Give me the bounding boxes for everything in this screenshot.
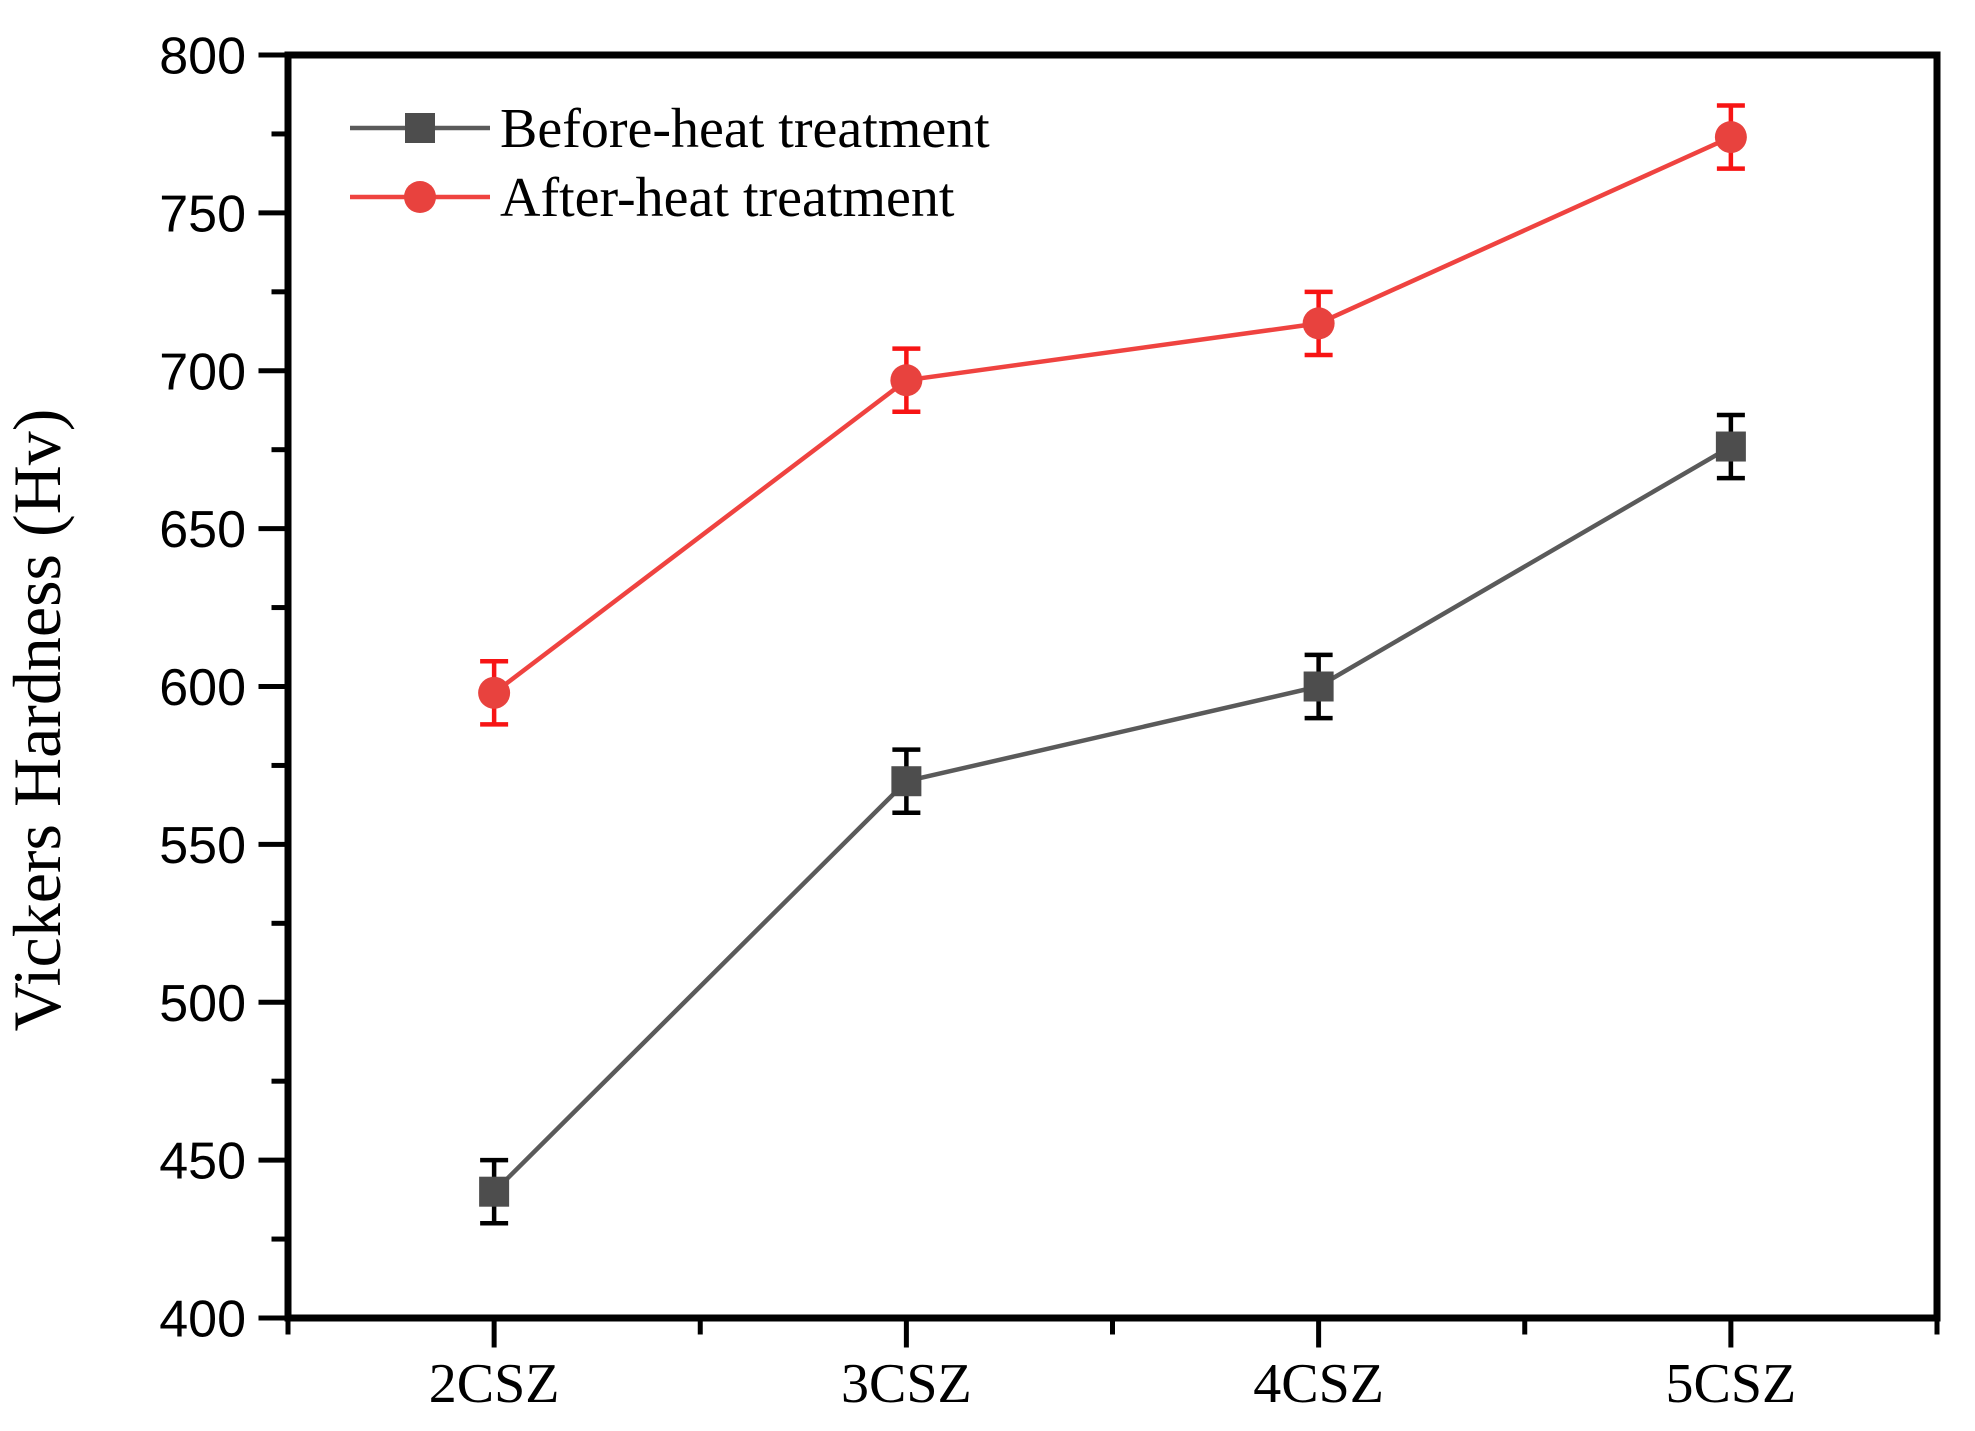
x-tick-label: 4CSZ <box>1253 1353 1384 1415</box>
y-axis-title: Vickers Hardness (Hv) <box>0 409 75 1032</box>
data-point-marker <box>891 766 922 797</box>
series-line <box>492 444 1733 1194</box>
legend-item-after: After-heat treatment <box>350 167 955 229</box>
plot-area: 400 450 500 550 600 650 700 750 800 2CSZ 3CSZ 4CSZ 5… <box>159 28 1941 1415</box>
x-axis-tick-labels: 2CSZ 3CSZ 4CSZ 5CSZ <box>429 1353 1796 1415</box>
series-markers <box>478 121 1747 709</box>
y-tick-label: 600 <box>159 659 246 717</box>
x-tick-label: 5CSZ <box>1666 1353 1797 1415</box>
legend-marker-square-icon <box>405 113 435 143</box>
y-tick-label: 400 <box>159 1291 246 1349</box>
y-tick-label: 650 <box>159 501 246 559</box>
legend-item-before: Before-heat treatment <box>350 98 990 160</box>
data-point-marker <box>1715 431 1746 462</box>
y-tick-label: 800 <box>159 28 246 86</box>
data-point-marker <box>1303 671 1334 702</box>
series-line <box>492 135 1732 695</box>
data-point-marker <box>479 1176 510 1207</box>
y-tick-label: 500 <box>159 975 246 1033</box>
data-point-marker <box>1302 307 1335 340</box>
series-before-heat-treatment <box>479 412 1746 1226</box>
y-tick-label: 750 <box>159 185 246 243</box>
x-axis-ticks <box>285 1321 1940 1348</box>
data-point-marker <box>890 364 923 397</box>
legend-label-after: After-heat treatment <box>500 167 955 229</box>
legend: Before-heat treatment After-heat treatme… <box>350 98 990 229</box>
x-tick-label: 2CSZ <box>429 1353 560 1415</box>
y-tick-label: 550 <box>159 817 246 875</box>
data-point-marker <box>1714 121 1747 154</box>
data-point-marker <box>478 676 511 709</box>
plot-border <box>284 51 1941 1322</box>
x-tick-label: 3CSZ <box>841 1353 972 1415</box>
series-markers <box>479 431 1746 1207</box>
y-tick-label: 450 <box>159 1133 246 1191</box>
series-error-bars <box>480 412 1745 1226</box>
y-tick-label: 700 <box>159 343 246 401</box>
series-after-heat-treatment <box>478 103 1747 727</box>
y-axis-tick-labels: 400 450 500 550 600 650 700 750 800 <box>159 28 246 1349</box>
legend-marker-circle-icon <box>404 181 436 213</box>
y-axis-ticks <box>258 52 285 1321</box>
legend-label-before: Before-heat treatment <box>500 98 990 160</box>
